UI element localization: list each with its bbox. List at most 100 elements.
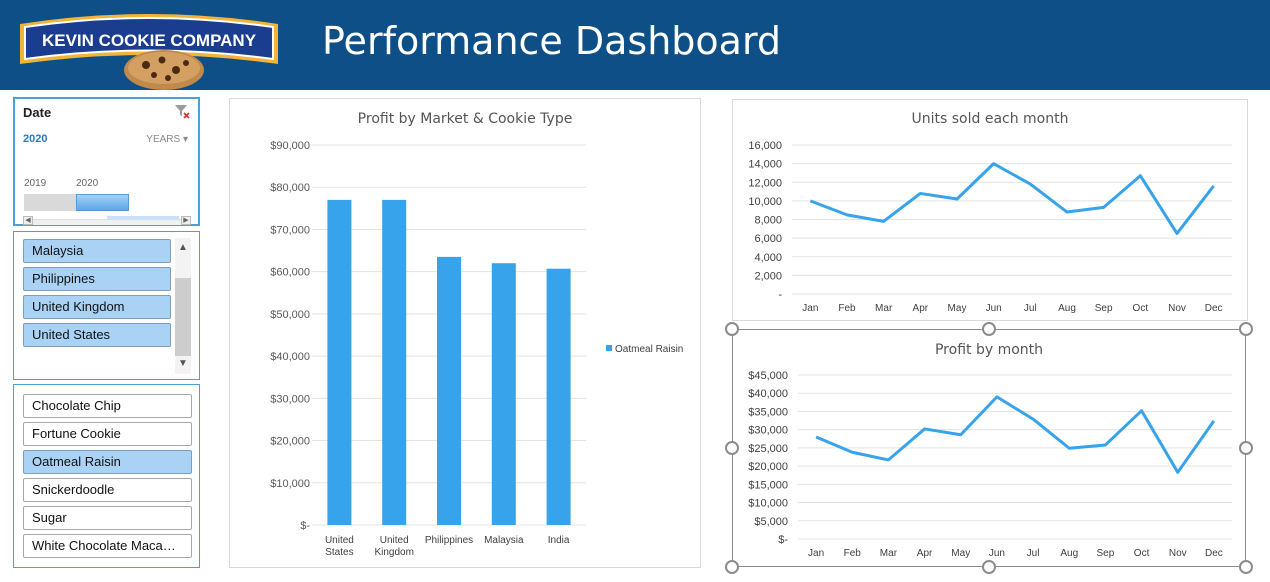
cookie-type-slicer: Chocolate Chip Fortune Cookie Oatmeal Ra… <box>13 384 200 568</box>
time-level-label: YEARS <box>146 134 181 145</box>
x-tick-label: May <box>948 303 967 314</box>
slicer-item-chocolate-chip[interactable]: Chocolate Chip <box>23 394 192 418</box>
bar <box>327 199 352 525</box>
slicer-item-snickerdoodle[interactable]: Snickerdoodle <box>23 478 192 502</box>
x-tick-label: Nov <box>1169 548 1187 559</box>
timeline-label-2020: 2020 <box>76 178 99 189</box>
x-tick-label: Mar <box>880 548 898 559</box>
profit-line-chart-svg: $- $5,000 $10,000 $15,000 $20,000 $25,000 $30,… <box>748 370 1232 559</box>
units-line-chart-svg: - 2,000 4,000 6,000 8,000 10,000 12,000 14,000 1… <box>748 140 1232 314</box>
y-tick-label: $20,000 <box>748 461 788 473</box>
dropdown-arrow-icon: ▾ <box>182 134 188 145</box>
x-tick-label: Jan <box>808 548 824 559</box>
y-tick-label: 6,000 <box>754 233 782 245</box>
scroll-right-icon[interactable]: ▶ <box>181 216 191 225</box>
x-tick-label: Oct <box>1133 303 1149 314</box>
x-tick-label: Jun <box>986 303 1002 314</box>
x-tick-label: Jul <box>1024 303 1037 314</box>
chart-title: Profit by month <box>934 342 1044 358</box>
date-selection-label: 2020 <box>23 133 48 145</box>
y-tick-label: $30,000 <box>270 393 310 405</box>
timeline-scrollbar[interactable]: ◀ ▶ <box>23 216 191 225</box>
y-tick-label: $20,000 <box>270 436 310 448</box>
slicer-item-white-chocolate-macadamia[interactable]: White Chocolate Maca… <box>23 534 192 558</box>
y-tick-label: 4,000 <box>754 252 782 264</box>
timeline-period-2020[interactable] <box>76 194 129 211</box>
units-sold-chart[interactable]: Units sold each month - 2,000 4,000 6,000 8,… <box>732 99 1248 321</box>
scroll-left-icon[interactable]: ◀ <box>23 216 33 225</box>
bar <box>382 199 407 525</box>
resize-handle-middle-right[interactable] <box>1239 441 1253 455</box>
y-tick-label: 16,000 <box>748 140 782 152</box>
y-tick-label: $90,000 <box>270 140 310 152</box>
y-tick-label: 8,000 <box>754 215 782 227</box>
y-tick-label: 12,000 <box>748 177 782 189</box>
slicer-item-united-states[interactable]: United States <box>23 323 171 347</box>
resize-handle-bottom-right[interactable] <box>1239 560 1253 574</box>
x-tick-label: Aug <box>1060 548 1078 559</box>
date-timeline-slicer[interactable]: Date 2020 YEARS ▾ 2019 2020 ◀ ▶ <box>13 97 200 226</box>
scroll-up-icon[interactable]: ▲ <box>178 242 188 253</box>
slicer-item-united-kingdom[interactable]: United Kingdom <box>23 295 171 319</box>
series-line <box>809 162 1215 235</box>
legend-label: Oatmeal Raisin <box>615 344 683 355</box>
x-tick-label: May <box>951 548 970 559</box>
y-tick-label: 14,000 <box>748 159 782 171</box>
series-line <box>815 395 1216 474</box>
slicer-item-fortune-cookie[interactable]: Fortune Cookie <box>23 422 192 446</box>
legend-swatch <box>606 345 612 351</box>
y-tick-label: - <box>778 289 782 301</box>
profit-by-month-chart[interactable]: Profit by month $- $5,000 $10,000 $15,000 $2… <box>732 329 1246 567</box>
y-tick-label: 10,000 <box>748 196 782 208</box>
bar <box>546 268 571 525</box>
slicer-item-sugar[interactable]: Sugar <box>23 506 192 530</box>
x-tick-label: States <box>325 547 353 558</box>
resize-handle-bottom-left[interactable] <box>725 560 739 574</box>
time-level-dropdown[interactable]: YEARS ▾ <box>146 134 188 145</box>
x-tick-label: Dec <box>1205 303 1223 314</box>
resize-handle-top-center[interactable] <box>982 322 996 336</box>
date-slicer-header: Date <box>23 105 52 120</box>
slicer-item-philippines[interactable]: Philippines <box>23 267 171 291</box>
profit-by-market-chart[interactable]: Profit by Market & Cookie Type $- $10,000… <box>229 98 701 568</box>
timeline-label-2019: 2019 <box>24 178 47 189</box>
bar <box>491 263 516 525</box>
bar <box>437 256 461 525</box>
slicer-item-oatmeal-raisin[interactable]: Oatmeal Raisin <box>23 450 192 474</box>
x-tick-label: Sep <box>1097 548 1115 559</box>
scroll-down-icon[interactable]: ▼ <box>178 358 188 369</box>
header-bar: KEVIN COOKIE COMPANY Performance Dashboa… <box>0 0 1270 90</box>
x-tick-label: Kingdom <box>374 547 413 558</box>
resize-handle-top-left[interactable] <box>725 322 739 336</box>
x-tick-label: United <box>380 535 409 546</box>
x-tick-label: Feb <box>838 303 856 314</box>
timeline-scroll-thumb[interactable] <box>107 216 179 220</box>
y-tick-label: $50,000 <box>270 309 310 321</box>
resize-handle-top-right[interactable] <box>1239 322 1253 336</box>
logo-text: KEVIN COOKIE COMPANY <box>42 31 257 50</box>
x-tick-label: Jun <box>989 548 1005 559</box>
y-tick-label: $40,000 <box>748 388 788 400</box>
timeline-period-2019[interactable] <box>24 194 76 211</box>
scroll-thumb[interactable] <box>175 278 191 356</box>
y-tick-label: $10,000 <box>270 478 310 490</box>
y-tick-label: $30,000 <box>748 425 788 437</box>
x-tick-label: Malaysia <box>484 535 524 546</box>
resize-handle-middle-left[interactable] <box>725 441 739 455</box>
y-tick-label: $15,000 <box>748 479 788 491</box>
x-tick-label: Jul <box>1027 548 1040 559</box>
x-tick-label: Sep <box>1095 303 1113 314</box>
clear-filter-icon[interactable] <box>174 103 190 119</box>
slicer-item-malaysia[interactable]: Malaysia <box>23 239 171 263</box>
x-tick-label: Jan <box>802 303 818 314</box>
market-slicer-scrollbar[interactable]: ▲ ▼ <box>175 238 191 374</box>
x-tick-label: Dec <box>1205 548 1223 559</box>
x-tick-label: Oct <box>1134 548 1150 559</box>
y-tick-label: $10,000 <box>748 498 788 510</box>
company-logo: KEVIN COOKIE COMPANY <box>16 10 282 90</box>
y-tick-label: $60,000 <box>270 267 310 279</box>
y-tick-label: $35,000 <box>748 406 788 418</box>
x-tick-label: Philippines <box>425 535 473 546</box>
x-tick-label: Nov <box>1168 303 1186 314</box>
resize-handle-bottom-center[interactable] <box>982 560 996 574</box>
